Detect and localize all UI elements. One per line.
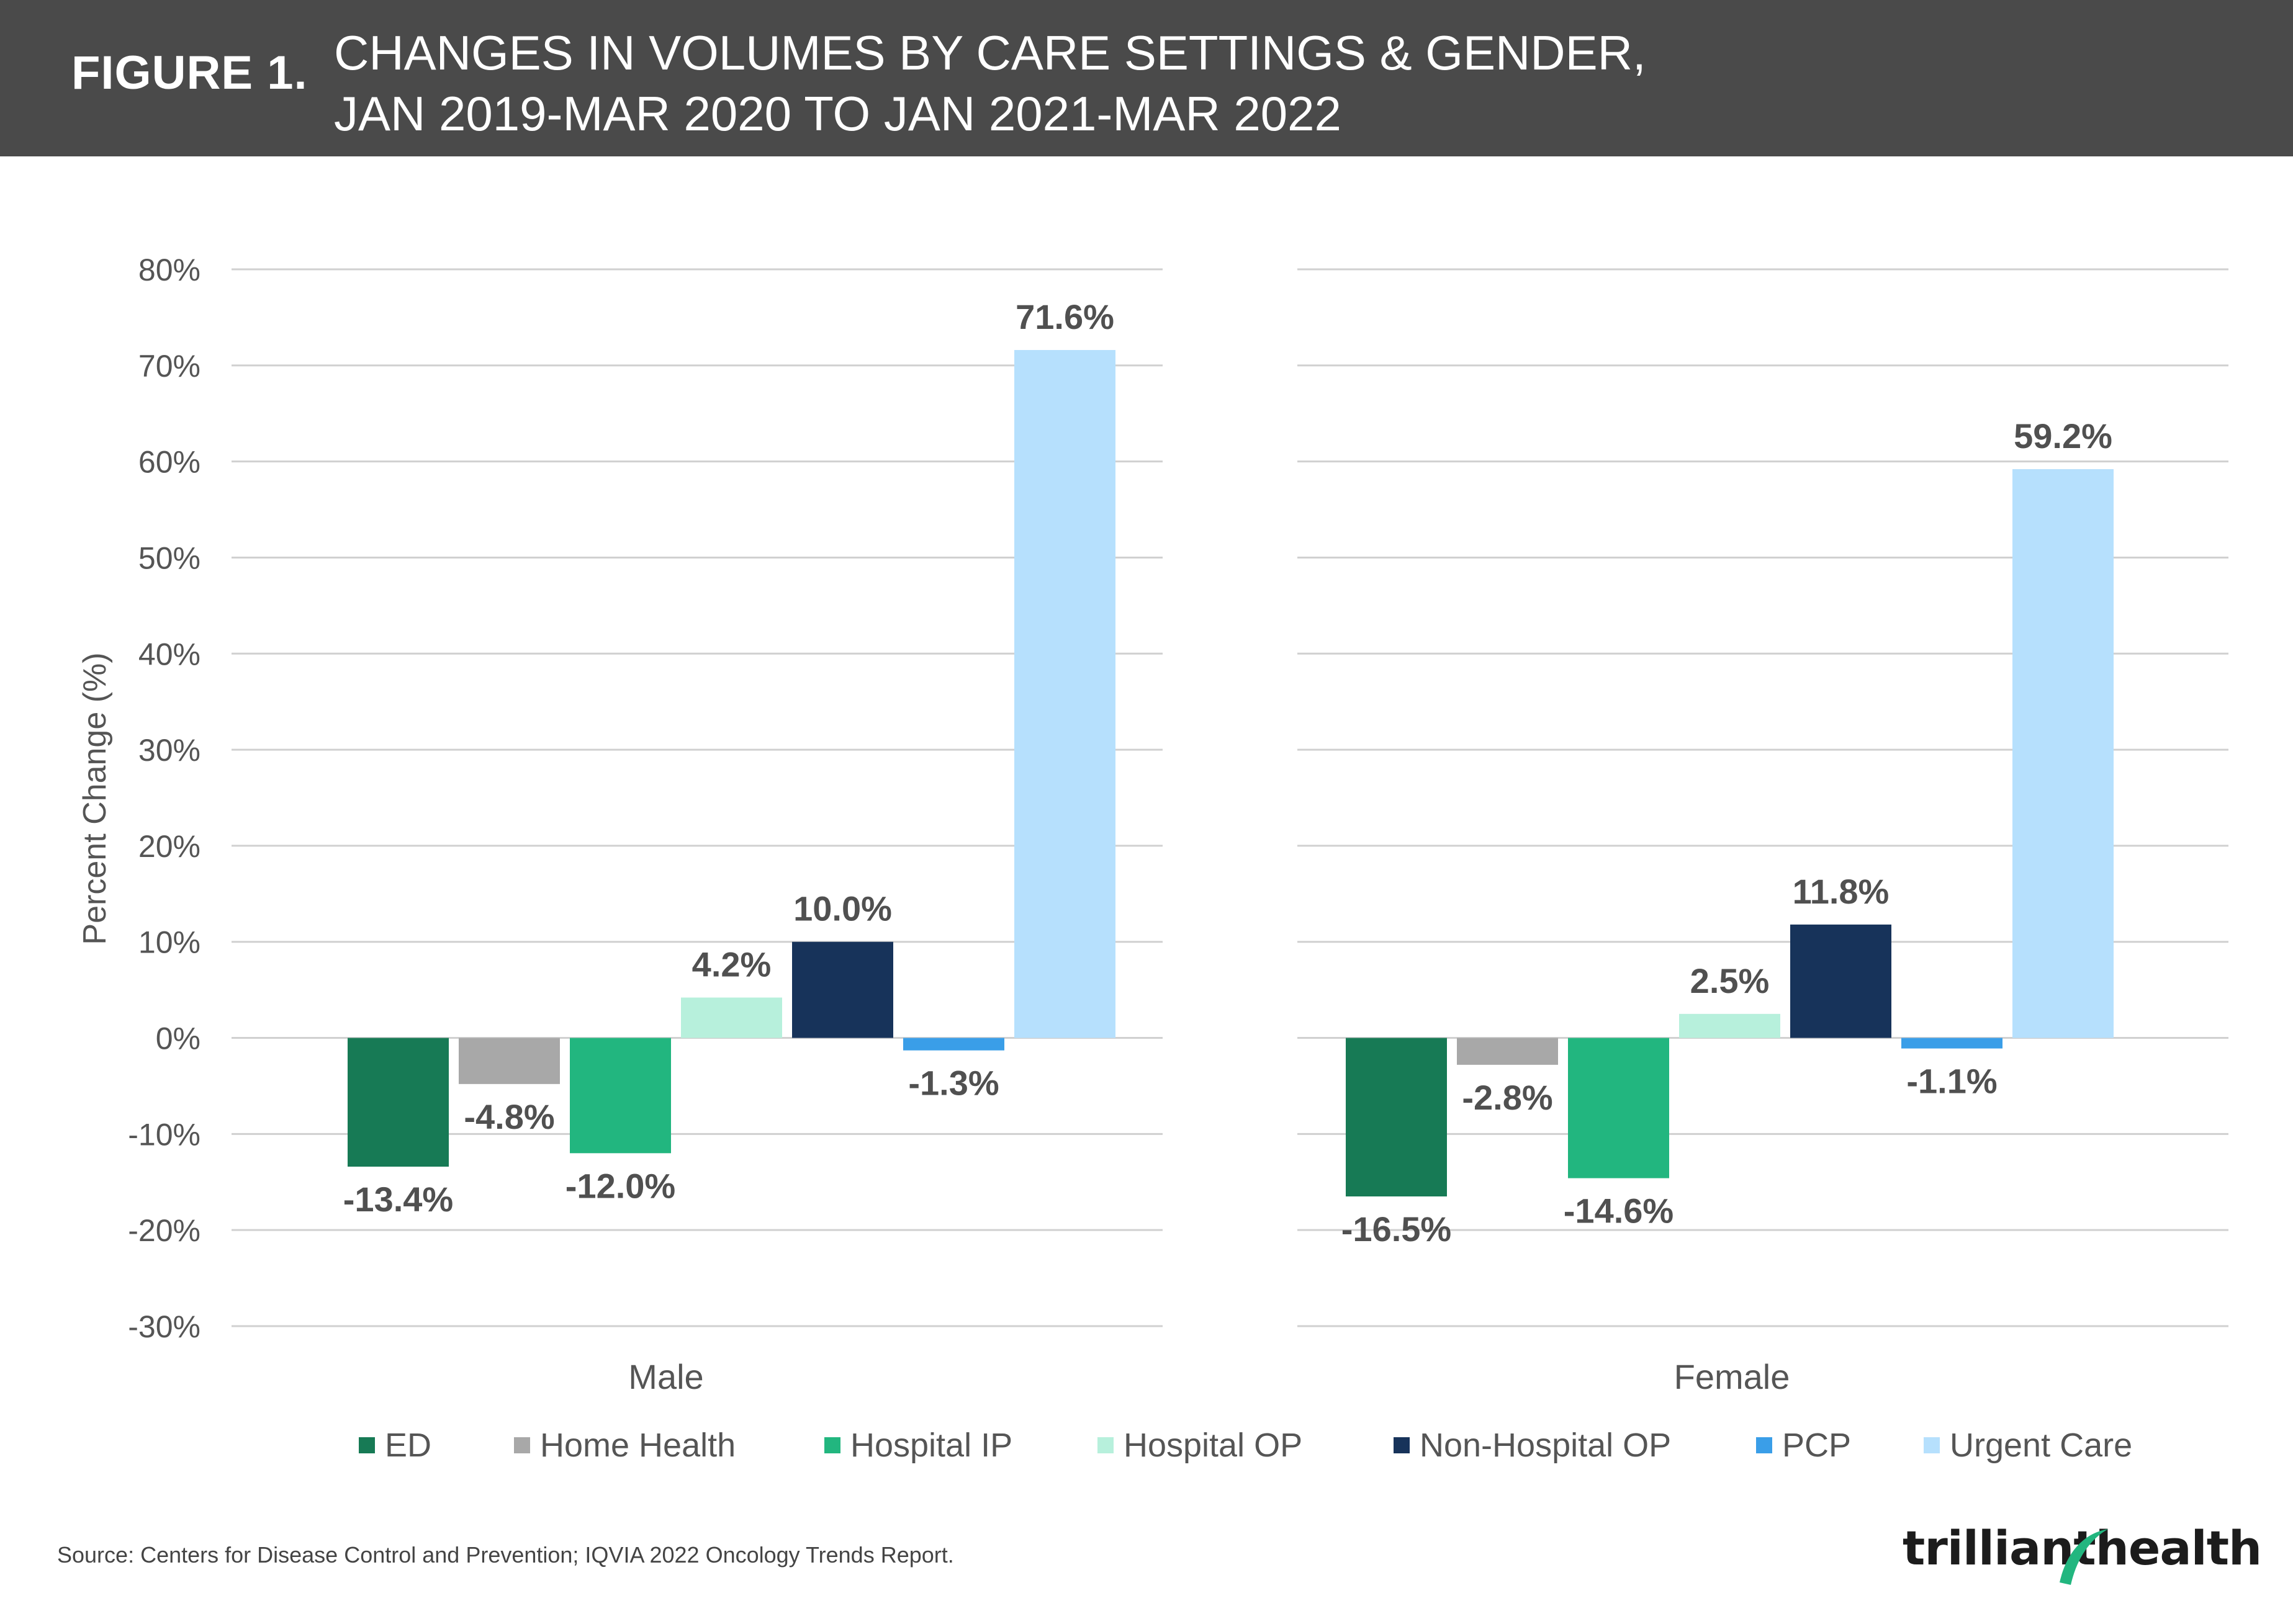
source-note: Source: Centers for Disease Control and … xyxy=(57,1542,954,1568)
gridlines xyxy=(232,268,2228,1327)
legend-item: Non-Hospital OP xyxy=(1394,1424,1671,1467)
legend-label: Hospital IP xyxy=(850,1427,1013,1464)
bars xyxy=(348,350,2114,1196)
legend-swatch xyxy=(359,1437,375,1453)
bar-pcp-male xyxy=(903,1038,1004,1051)
legend-label: Non-Hospital OP xyxy=(1420,1427,1672,1464)
y-tick-label: -10% xyxy=(128,1117,200,1152)
figure-title-line-1: CHANGES IN VOLUMES BY CARE SETTINGS & GE… xyxy=(334,25,1646,80)
y-tick-label: 30% xyxy=(138,733,200,768)
legend-swatch xyxy=(824,1437,840,1453)
logo-text-right: health xyxy=(2095,1520,2262,1576)
y-tick-label: 80% xyxy=(138,253,200,287)
bar-urgent-care-male xyxy=(1014,350,1115,1038)
value-label: -2.8% xyxy=(1462,1078,1552,1117)
bar-non-hospital-op-male xyxy=(792,941,893,1038)
y-axis-label: Percent Change (%) xyxy=(77,652,113,944)
legend-item: Hospital IP xyxy=(824,1424,1012,1467)
legend-swatch xyxy=(1924,1437,1940,1453)
y-tick-label: 50% xyxy=(138,541,200,575)
logo-wordmark: trillianthealth xyxy=(1903,1520,2262,1576)
value-label: -12.0% xyxy=(565,1166,675,1205)
y-axis-ticks: 80% 70% 60% 50% 40% 30% 20% 10% 0% -10% -20% -30% xyxy=(128,253,200,1344)
bar-urgent-care-female xyxy=(2012,469,2114,1038)
legend-label: ED xyxy=(385,1427,432,1464)
bar-hospital-op-male xyxy=(681,997,782,1038)
y-tick-label: -20% xyxy=(128,1213,200,1248)
value-label: 2.5% xyxy=(1690,961,1770,1000)
legend-label: PCP xyxy=(1782,1427,1852,1464)
legend-item: ED xyxy=(359,1424,431,1467)
legend-swatch xyxy=(514,1437,530,1453)
bar-ed-male xyxy=(348,1038,449,1167)
bar-pcp-female xyxy=(1901,1038,2002,1049)
legend: ED Home Health Hospital IP Hospital OP Non-H… xyxy=(0,1424,2293,1467)
legend-swatch xyxy=(1756,1437,1772,1453)
category-label: Female xyxy=(1674,1357,1790,1396)
y-tick-label: 60% xyxy=(138,445,200,480)
value-label: -1.1% xyxy=(1906,1062,1997,1101)
legend-swatch xyxy=(1097,1437,1114,1453)
legend-item: Home Health xyxy=(514,1424,736,1467)
bar-hospital-ip-male xyxy=(570,1038,671,1154)
y-tick-label: 40% xyxy=(138,637,200,671)
logo-swoosh-icon xyxy=(2060,1529,2108,1585)
legend-label: Hospital OP xyxy=(1124,1427,1303,1464)
category-labels: Male Female xyxy=(628,1357,1790,1396)
y-tick-label: 20% xyxy=(138,829,200,864)
value-label: -1.3% xyxy=(908,1064,999,1103)
value-label: -14.6% xyxy=(1564,1191,1674,1231)
value-label: 11.8% xyxy=(1793,872,1890,911)
bar-non-hospital-op-female xyxy=(1790,924,1891,1038)
legend-label: Home Health xyxy=(540,1427,736,1464)
category-label: Male xyxy=(628,1357,703,1396)
y-tick-label: 0% xyxy=(156,1021,200,1056)
y-tick-label: 70% xyxy=(138,349,200,384)
value-label: 4.2% xyxy=(692,945,772,984)
trilliant-health-logo: trillianthealth xyxy=(1903,1520,2262,1589)
legend-item: PCP xyxy=(1756,1424,1851,1467)
bar-home-health-female xyxy=(1457,1038,1558,1065)
legend-item: Urgent Care xyxy=(1924,1424,2132,1467)
bar-hospital-ip-female xyxy=(1568,1038,1669,1178)
figure-title: CHANGES IN VOLUMES BY CARE SETTINGS & GE… xyxy=(334,22,1646,144)
value-label: -4.8% xyxy=(464,1097,554,1136)
figure-label: FIGURE 1. xyxy=(71,47,308,99)
bar-home-health-male xyxy=(459,1038,560,1084)
value-label: -13.4% xyxy=(343,1180,453,1219)
value-label: 71.6% xyxy=(1016,297,1114,336)
figure-title-line-2: JAN 2019-MAR 2020 TO JAN 2021-MAR 2022 xyxy=(334,86,1341,141)
legend-swatch xyxy=(1394,1437,1410,1453)
legend-label: Urgent Care xyxy=(1950,1427,2133,1464)
value-label: 59.2% xyxy=(2014,416,2112,455)
y-tick-label: 10% xyxy=(138,925,200,960)
value-label: 10.0% xyxy=(793,889,892,928)
bar-ed-female xyxy=(1346,1038,1447,1196)
value-label: -16.5% xyxy=(1341,1209,1451,1249)
value-labels: -13.4% -4.8% -12.0% 4.2% 10.0% -1.3% 71.6% -16.… xyxy=(343,297,2112,1249)
y-tick-label: -30% xyxy=(128,1309,200,1344)
logo-text-left: trilliant xyxy=(1903,1520,2096,1576)
figure-header: FIGURE 1. CHANGES IN VOLUMES BY CARE SET… xyxy=(0,0,2293,156)
bar-hospital-op-female xyxy=(1679,1013,1780,1038)
legend-item: Hospital OP xyxy=(1097,1424,1302,1467)
